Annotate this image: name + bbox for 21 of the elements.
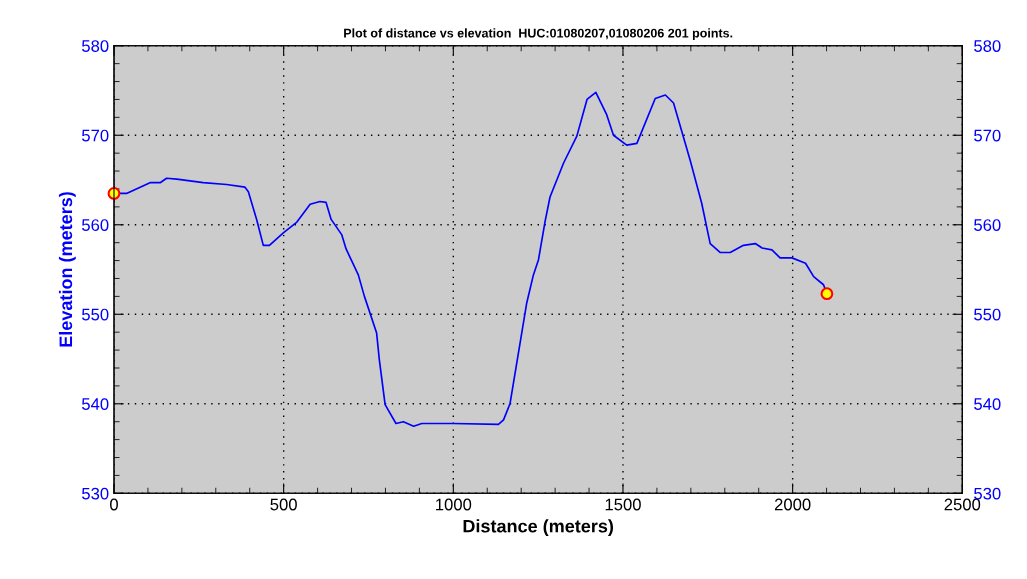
x-tick-label: 1500 <box>605 498 641 511</box>
x-tick-label: 2500 <box>944 498 981 511</box>
y2-tick-label: 560 <box>974 219 1001 231</box>
y-axis-title: Elevation (meters) <box>58 192 76 347</box>
y2-tick-label: 580 <box>974 40 1001 52</box>
x-tick-label: 0 <box>110 498 118 511</box>
y-tick-label: 550 <box>82 308 109 321</box>
x-tick-label: 2000 <box>774 498 811 511</box>
y2-tick-label: 550 <box>974 308 1001 321</box>
y2-tick-label: 570 <box>974 129 1001 142</box>
y2-tick-label: 540 <box>974 398 1001 410</box>
y-tick-label: 540 <box>82 398 109 410</box>
x-tick-label: 1000 <box>436 498 472 511</box>
y-tick-label: 530 <box>82 487 109 500</box>
y2-tick-label: 530 <box>974 487 1001 500</box>
chart-title: Plot of distance vs elevation HUC:01080207,01080206 201 points. <box>344 28 733 40</box>
x-axis-title: Distance (meters) <box>463 519 614 537</box>
y-tick-label: 580 <box>82 40 109 52</box>
x-tick-label: 500 <box>270 498 297 511</box>
y-tick-label: 560 <box>82 219 109 231</box>
y-tick-label: 570 <box>82 129 109 142</box>
